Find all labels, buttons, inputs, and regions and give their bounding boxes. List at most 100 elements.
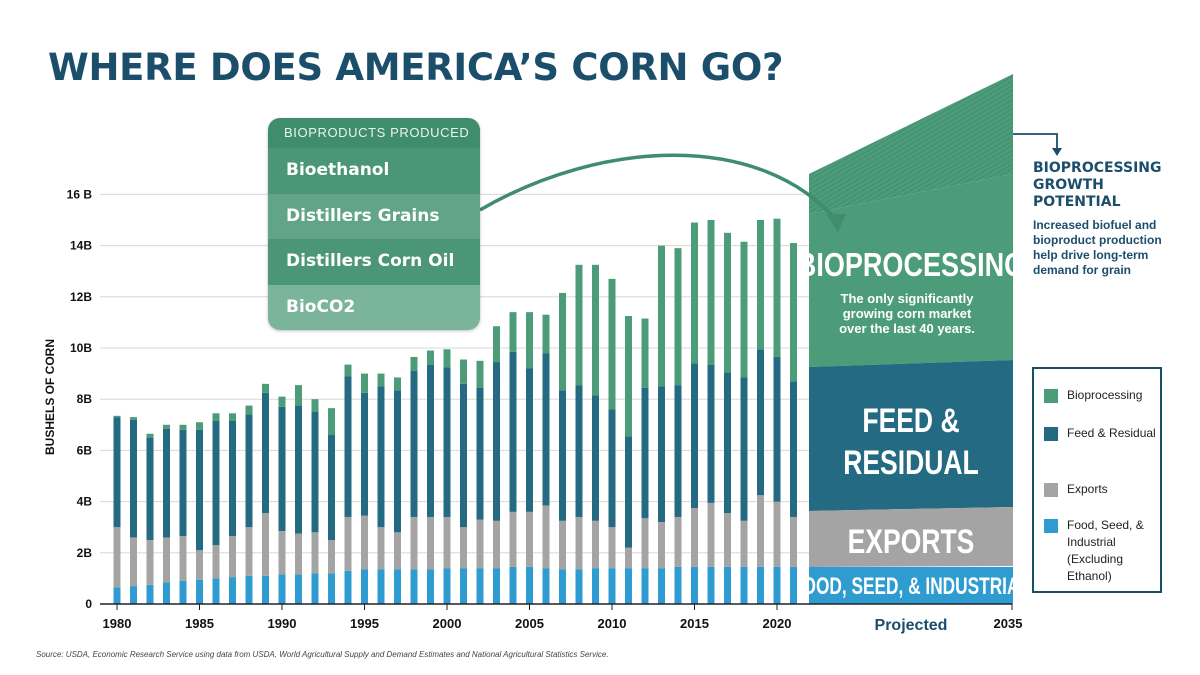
bar-segment: [179, 424, 187, 430]
bar-segment: [707, 364, 715, 503]
bar-segment: [311, 532, 319, 574]
bar-segment: [658, 386, 665, 523]
bar-segment: [625, 547, 632, 569]
bar-segment: [526, 312, 533, 369]
bar-segment: [245, 405, 253, 415]
bar-segment: [410, 516, 418, 570]
axes: 0 2B 4B 6B 8B 10B 12B 14B 16 B BUSHELS OF CORN 198…: [43, 187, 1022, 634]
bar-segment: [674, 385, 682, 517]
bar-segment: [526, 566, 533, 604]
bar-segment: [229, 413, 236, 421]
x-tick-label: 1995: [350, 616, 379, 631]
bars: [113, 218, 797, 604]
bar-segment: [262, 513, 269, 576]
bar-segment: [559, 292, 566, 391]
bar-segment: [757, 566, 764, 604]
legend-swatch: [1044, 427, 1058, 441]
bar-segment: [328, 408, 335, 436]
bar-segment: [575, 264, 583, 386]
bar-segment: [509, 312, 517, 352]
bar-segment: [212, 545, 220, 579]
bar-segment: [311, 412, 319, 533]
bar-segment: [493, 568, 500, 604]
bar-segment: [757, 220, 764, 350]
bar-segment: [740, 566, 748, 604]
bar-segment: [707, 566, 715, 604]
x-tick-label: 2015: [680, 616, 709, 631]
bar-segment: [691, 222, 698, 364]
bar-segment: [361, 569, 368, 604]
bar-segment: [476, 568, 484, 604]
bar-segment: [773, 218, 781, 357]
bar-segment: [740, 241, 748, 378]
bioproducts-panel: BIOPRODUCTS PRODUCED Bioethanol Distille…: [268, 118, 480, 330]
bar-segment: [476, 360, 484, 388]
bar-segment: [245, 527, 253, 576]
bar-segment: [592, 568, 599, 604]
bar-segment: [163, 424, 170, 429]
source-note: Source: USDA, Economic Research Service …: [36, 650, 609, 659]
y-tick-label: 4B: [77, 495, 93, 509]
bar-segment: [641, 318, 649, 388]
bar-segment: [625, 436, 632, 548]
bar-segment: [278, 406, 286, 532]
bar-segment: [773, 501, 781, 567]
bar-segment: [394, 390, 401, 533]
bar-segment: [245, 414, 253, 528]
bar-segment: [658, 568, 665, 604]
bar-segment: [443, 516, 451, 569]
bar-segment: [790, 566, 797, 604]
bar-segment: [476, 387, 484, 520]
bar-segment: [724, 513, 731, 567]
y-tick-label: 2B: [77, 546, 93, 560]
bar-segment: [146, 584, 154, 604]
bar-segment: [592, 264, 599, 396]
bar-segment: [559, 520, 566, 570]
x-tick-label: 1985: [185, 616, 214, 631]
x-tick-label: 1980: [103, 616, 132, 631]
bar-segment: [608, 527, 616, 569]
x-tick-label: 2010: [598, 616, 627, 631]
legend-item-exports: Exports: [1044, 481, 1157, 498]
bar-segment: [361, 515, 368, 570]
bar-segment: [212, 420, 220, 546]
bar-segment: [130, 417, 137, 420]
y-tick-label: 16 B: [67, 187, 93, 201]
bar-segment: [427, 516, 434, 570]
x-tick-label: 2005: [515, 616, 544, 631]
bar-segment: [542, 505, 550, 569]
bar-segment: [295, 405, 302, 534]
legend-label: Exports: [1067, 482, 1108, 496]
projection-feed-band: [809, 360, 1013, 511]
growth-arrow: [1013, 133, 1058, 150]
legend-swatch: [1044, 483, 1058, 497]
projection-exports-band: [809, 507, 1013, 567]
bar-segment: [592, 395, 599, 521]
bar-segment: [509, 351, 517, 512]
bar-segment: [179, 429, 187, 537]
growth-potential-desc: Increased biofuel and bioproduct product…: [1033, 218, 1162, 277]
bar-segment: [773, 356, 781, 502]
bar-segment: [377, 373, 385, 387]
bar-segment: [328, 435, 335, 540]
bioprocessing-desc-line-3: over the last 40 years.: [839, 321, 975, 336]
bar-segment: [394, 532, 401, 570]
legend-swatch: [1044, 519, 1058, 533]
bar-segment: [790, 381, 797, 517]
legend-label: Bioprocessing: [1067, 388, 1143, 402]
bioproduct-bioethanol: Bioethanol: [268, 148, 480, 194]
y-tick-label: 14B: [70, 239, 92, 253]
bar-segment: [493, 362, 500, 521]
bar-segment: [658, 245, 665, 387]
bioproducts-arrow: [479, 153, 840, 224]
bar-segment: [509, 511, 517, 567]
y-tick-label: 8B: [77, 392, 93, 406]
bar-segment: [146, 540, 154, 585]
bar-segment: [707, 502, 715, 567]
bar-segment: [493, 326, 500, 363]
bar-segment: [311, 573, 319, 604]
bar-segment: [740, 377, 748, 521]
bioprocessing-desc-line-1: The only significantly: [841, 291, 975, 306]
bar-segment: [625, 316, 632, 437]
bar-segment: [344, 516, 352, 571]
